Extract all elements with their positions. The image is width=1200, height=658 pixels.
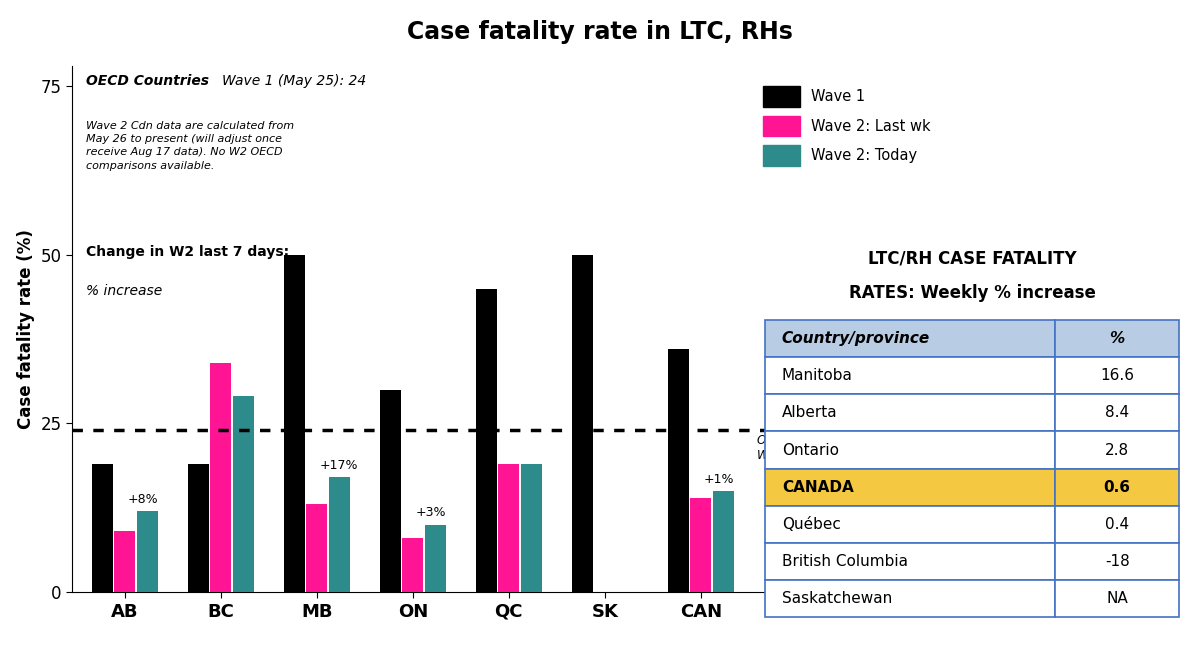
Text: 8.4: 8.4: [1105, 405, 1129, 420]
Bar: [571, 255, 593, 592]
Text: Manitoba: Manitoba: [782, 368, 853, 383]
Text: Saskatchewan: Saskatchewan: [782, 592, 892, 607]
Bar: [1055, 468, 1180, 506]
Bar: [713, 491, 734, 592]
Bar: [498, 464, 520, 592]
Text: +3%: +3%: [415, 506, 446, 519]
Text: Québec: Québec: [782, 517, 841, 532]
Text: %: %: [1110, 331, 1124, 346]
Bar: [667, 349, 689, 592]
Text: 16.6: 16.6: [1100, 368, 1134, 383]
Bar: [690, 497, 712, 592]
Bar: [91, 464, 113, 592]
Bar: [402, 538, 424, 592]
Bar: [764, 580, 1055, 617]
Text: 2.8: 2.8: [1105, 443, 1129, 457]
Text: +8%: +8%: [127, 493, 158, 506]
Text: +17%: +17%: [319, 459, 358, 472]
Bar: [521, 464, 542, 592]
Bar: [306, 505, 328, 592]
Bar: [210, 363, 232, 592]
Text: -18: -18: [1105, 554, 1129, 569]
Bar: [1055, 320, 1180, 357]
Text: Change in W2 last 7 days:: Change in W2 last 7 days:: [86, 245, 289, 259]
Text: +1%: +1%: [703, 472, 734, 486]
Bar: [329, 478, 350, 592]
Legend: Wave 1, Wave 2: Last wk, Wave 2: Today: Wave 1, Wave 2: Last wk, Wave 2: Today: [763, 86, 931, 166]
Bar: [233, 397, 254, 592]
Bar: [764, 432, 1055, 468]
Bar: [1055, 394, 1180, 432]
Bar: [379, 390, 401, 592]
Text: RATES: Weekly % increase: RATES: Weekly % increase: [848, 284, 1096, 301]
Bar: [475, 288, 497, 592]
Bar: [764, 543, 1055, 580]
Text: Country/province: Country/province: [782, 331, 930, 346]
Bar: [425, 524, 446, 592]
Text: LTC/RH CASE FATALITY: LTC/RH CASE FATALITY: [868, 249, 1076, 267]
Bar: [187, 464, 209, 592]
Text: % increase: % increase: [86, 284, 162, 298]
Text: Wave 1 (May 25): 24: Wave 1 (May 25): 24: [222, 74, 366, 88]
Text: Ontario: Ontario: [782, 443, 839, 457]
Text: OECD
W1: OECD W1: [756, 434, 791, 462]
Bar: [114, 532, 136, 592]
Text: CANADA: CANADA: [782, 480, 853, 495]
Bar: [764, 394, 1055, 432]
Bar: [764, 320, 1055, 357]
Y-axis label: Case fatality rate (%): Case fatality rate (%): [17, 229, 35, 429]
Bar: [1055, 506, 1180, 543]
Text: Wave 2 Cdn data are calculated from
May 26 to present (will adjust once
receive : Wave 2 Cdn data are calculated from May …: [86, 121, 294, 170]
Bar: [1055, 432, 1180, 468]
Bar: [1055, 543, 1180, 580]
Bar: [1055, 357, 1180, 394]
Text: 0.4: 0.4: [1105, 517, 1129, 532]
Text: Alberta: Alberta: [782, 405, 838, 420]
Text: NA: NA: [1106, 592, 1128, 607]
Text: 0.6: 0.6: [1104, 480, 1130, 495]
Bar: [1055, 580, 1180, 617]
Bar: [137, 511, 158, 592]
Text: Case fatality rate in LTC, RHs: Case fatality rate in LTC, RHs: [407, 20, 793, 43]
Bar: [764, 357, 1055, 394]
Bar: [764, 468, 1055, 506]
Bar: [283, 255, 305, 592]
Text: OECD Countries: OECD Countries: [86, 74, 214, 88]
Text: British Columbia: British Columbia: [782, 554, 908, 569]
Bar: [764, 506, 1055, 543]
